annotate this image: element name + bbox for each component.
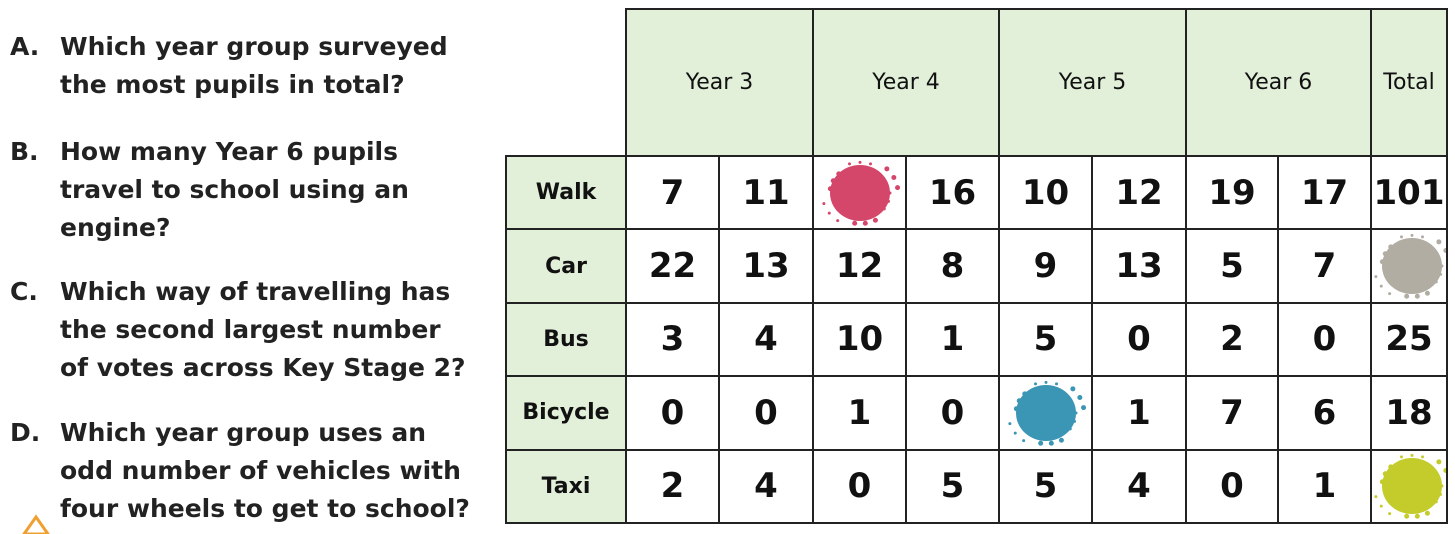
table-value: 4 bbox=[718, 302, 814, 377]
question-letter: C. bbox=[10, 277, 38, 306]
ink-splat bbox=[1372, 450, 1446, 522]
row-label: Taxi bbox=[505, 449, 627, 524]
question-line: four wheels to get to school? bbox=[60, 494, 470, 523]
column-header: Year 5 bbox=[998, 8, 1187, 157]
question-line: How many Year 6 pupils bbox=[60, 137, 398, 166]
table-value: 6 bbox=[1277, 375, 1372, 450]
question-line: the second largest number bbox=[60, 315, 441, 344]
table-value: 13 bbox=[1091, 228, 1187, 303]
table-value: 8 bbox=[905, 228, 1000, 303]
table-value: 12 bbox=[1091, 155, 1187, 230]
table-value: 13 bbox=[718, 228, 814, 303]
ink-splat-cell bbox=[812, 155, 907, 230]
ink-splat-cell bbox=[1370, 449, 1448, 524]
question-line: odd number of vehicles with bbox=[60, 456, 461, 485]
row-label: Bus bbox=[505, 302, 627, 377]
table-value: 1 bbox=[812, 375, 907, 450]
table-value: 11 bbox=[718, 155, 814, 230]
table-value: 4 bbox=[718, 449, 814, 524]
question-line: Which year group uses an bbox=[60, 418, 426, 447]
table-value: 19 bbox=[1185, 155, 1279, 230]
table-value: 0 bbox=[812, 449, 907, 524]
question-line: Which way of travelling has bbox=[60, 277, 450, 306]
table-value: 0 bbox=[718, 375, 814, 450]
ink-splat bbox=[820, 157, 900, 229]
question-line: the most pupils in total? bbox=[60, 70, 405, 99]
table-value: 10 bbox=[998, 155, 1093, 230]
table-value: 0 bbox=[1277, 302, 1372, 377]
table-value: 18 bbox=[1370, 375, 1448, 450]
table-value: 0 bbox=[625, 375, 720, 450]
table-value: 0 bbox=[1091, 302, 1187, 377]
table-value: 2 bbox=[625, 449, 720, 524]
table-value: 9 bbox=[998, 228, 1093, 303]
table-value: 5 bbox=[998, 449, 1093, 524]
table-value: 5 bbox=[1185, 228, 1279, 303]
column-header: Year 4 bbox=[812, 8, 1000, 157]
table-value: 1 bbox=[905, 302, 1000, 377]
table-value: 3 bbox=[625, 302, 720, 377]
table-value: 7 bbox=[625, 155, 720, 230]
column-header: Total bbox=[1370, 8, 1448, 157]
question-line: Which year group surveyed bbox=[60, 32, 448, 61]
table-value: 22 bbox=[625, 228, 720, 303]
question-letter: D. bbox=[10, 418, 40, 447]
table-value: 1 bbox=[1277, 449, 1372, 524]
table-value: 7 bbox=[1185, 375, 1279, 450]
row-label: Car bbox=[505, 228, 627, 303]
table-value: 7 bbox=[1277, 228, 1372, 303]
table-value: 25 bbox=[1370, 302, 1448, 377]
ink-splat-cell bbox=[998, 375, 1093, 450]
table-value: 101 bbox=[1370, 155, 1448, 230]
table-value: 0 bbox=[905, 375, 1000, 450]
ink-splat-cell bbox=[1370, 228, 1448, 303]
table-value: 17 bbox=[1277, 155, 1372, 230]
table-value: 5 bbox=[905, 449, 1000, 524]
table-value: 0 bbox=[1185, 449, 1279, 524]
row-label: Walk bbox=[505, 155, 627, 230]
warning-icon bbox=[22, 514, 62, 534]
column-header: Year 6 bbox=[1185, 8, 1372, 157]
column-header: Year 3 bbox=[625, 8, 814, 157]
table-value: 2 bbox=[1185, 302, 1279, 377]
table-value: 4 bbox=[1091, 449, 1187, 524]
table-value: 5 bbox=[998, 302, 1093, 377]
table-value: 1 bbox=[1091, 375, 1187, 450]
table-value: 10 bbox=[812, 302, 907, 377]
question-line: engine? bbox=[60, 213, 170, 242]
question-letter: A. bbox=[10, 32, 39, 61]
question-line: travel to school using an bbox=[60, 175, 409, 204]
question-letter: B. bbox=[10, 137, 39, 166]
ink-splat bbox=[1006, 377, 1086, 449]
table-value: 12 bbox=[812, 228, 907, 303]
row-label: Bicycle bbox=[505, 375, 627, 450]
ink-splat bbox=[1372, 230, 1446, 302]
page: A. Which year group surveyed the most pupi… bbox=[0, 0, 1455, 531]
question-line: of votes across Key Stage 2? bbox=[60, 353, 466, 382]
table-value: 16 bbox=[905, 155, 1000, 230]
